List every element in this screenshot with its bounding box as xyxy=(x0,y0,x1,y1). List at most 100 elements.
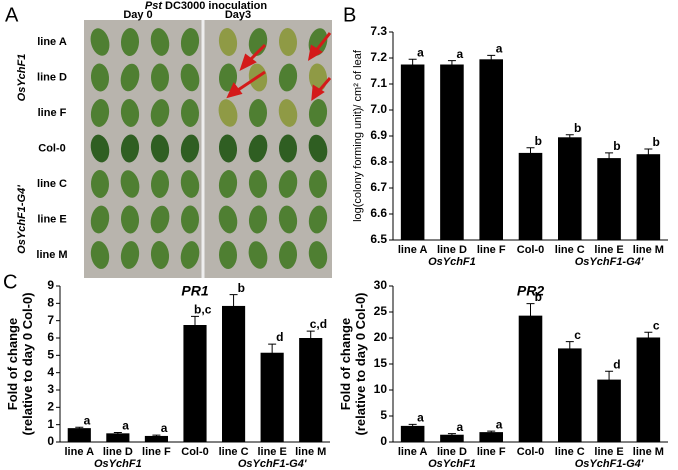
row-label: line A xyxy=(37,36,67,48)
group-label: OsYchF1 xyxy=(428,256,476,268)
group-label: OsYchF1-G4' xyxy=(575,458,644,470)
x-tick-label: line E xyxy=(257,446,286,458)
bar xyxy=(479,59,503,240)
leaf xyxy=(248,205,268,234)
leaf xyxy=(120,134,140,163)
y-tick-label: 4 xyxy=(47,365,54,379)
row-label: line C xyxy=(37,178,67,190)
error-bar xyxy=(487,54,496,64)
panel-label: A xyxy=(5,4,19,26)
photo-title-strain: Pst xyxy=(145,0,163,12)
y-axis-label: (relative to day 0 Col-0) xyxy=(20,292,35,435)
leaf xyxy=(248,99,268,127)
leaf xyxy=(218,134,238,163)
significance-letter: d xyxy=(276,330,283,344)
bar xyxy=(183,325,207,442)
bar xyxy=(400,64,425,240)
group-label: OsYchF1-G4' xyxy=(238,458,307,470)
arrows xyxy=(226,32,332,101)
photo-leaves xyxy=(90,28,328,269)
y-tick-label: 8 xyxy=(47,296,54,310)
x-tick-label: line C xyxy=(555,446,585,458)
x-tick-label: Col-0 xyxy=(517,446,545,458)
row-label: line D xyxy=(37,71,67,83)
row-label: line F xyxy=(38,107,67,119)
bar xyxy=(558,348,582,442)
significance-letter: a xyxy=(161,421,168,435)
bar xyxy=(222,305,246,442)
significance-letter: b xyxy=(535,290,542,304)
leaf xyxy=(218,170,238,198)
panel-label: B xyxy=(343,4,356,26)
error-bar xyxy=(565,341,574,356)
significance-letter: b xyxy=(653,135,660,149)
x-tick-label: line F xyxy=(477,244,506,256)
y-tick-label: 15 xyxy=(374,356,388,370)
leaf xyxy=(90,170,110,198)
significance-letter: c xyxy=(574,328,581,342)
error-bar xyxy=(268,343,277,362)
y-tick-label: 9 xyxy=(47,278,54,292)
leaf xyxy=(90,63,110,92)
group-label: OsYchF1-G4' xyxy=(575,256,644,268)
y-tick-label: 7.2 xyxy=(370,50,387,64)
leaf xyxy=(180,134,200,163)
significance-letter: c,d xyxy=(310,317,327,331)
leaf xyxy=(278,170,298,198)
significance-letter: b,c xyxy=(194,303,212,317)
leaf xyxy=(218,99,238,127)
x-tick-label: line E xyxy=(594,446,623,458)
bar xyxy=(299,338,323,442)
leaf xyxy=(120,205,140,234)
error-bar xyxy=(75,426,84,429)
y-tick-label: 30 xyxy=(374,278,388,292)
bar xyxy=(260,352,284,442)
significance-letter: b xyxy=(535,134,542,148)
y-tick-label: 25 xyxy=(374,304,388,318)
leaf xyxy=(120,99,140,127)
leaf xyxy=(180,63,200,92)
bar xyxy=(518,152,543,240)
leaf xyxy=(218,28,238,56)
y-tick-label: 1 xyxy=(47,417,54,431)
x-tick-label: line M xyxy=(633,446,664,458)
y-axis-label: log(colony forming unit)/ cm² of leaf xyxy=(352,49,364,222)
leaf xyxy=(180,99,200,127)
significance-letter: b xyxy=(238,281,245,295)
y-axis-label: (relative to day 0 Col-0) xyxy=(353,292,368,435)
x-tick-label: line E xyxy=(594,244,623,256)
error-bar xyxy=(526,147,535,159)
day-label: Day3 xyxy=(225,9,251,21)
significance-letter: b xyxy=(574,121,581,135)
leaf xyxy=(180,241,200,269)
chart-title: PR1 xyxy=(181,283,208,299)
y-tick-label: 20 xyxy=(374,330,388,344)
y-axis-label: Fold of change xyxy=(5,318,20,410)
leaf xyxy=(151,63,169,92)
leaf xyxy=(120,241,140,269)
leaf xyxy=(218,205,238,234)
leaf xyxy=(150,99,170,127)
bar xyxy=(440,64,464,240)
error-bar xyxy=(152,434,161,437)
leaf xyxy=(90,205,110,234)
significance-letter: a xyxy=(417,45,424,59)
group-label: OsYchF1-G4' xyxy=(16,185,28,254)
significance-letter: a xyxy=(122,419,129,433)
x-tick-label: line A xyxy=(65,446,95,458)
leaf xyxy=(90,99,110,127)
panel-label: C xyxy=(3,271,17,293)
y-tick-label: 6.5 xyxy=(370,232,387,246)
bar xyxy=(558,137,582,240)
significance-letter: a xyxy=(456,47,463,61)
significance-letter: a xyxy=(417,410,424,424)
group-label: OsYchF1 xyxy=(94,458,142,470)
significance-letter: d xyxy=(613,357,620,371)
bar xyxy=(597,379,621,442)
leaf xyxy=(248,134,268,163)
bar xyxy=(479,432,503,442)
leaf xyxy=(308,134,328,163)
leaf xyxy=(278,205,298,234)
significance-letter: a xyxy=(84,413,91,427)
